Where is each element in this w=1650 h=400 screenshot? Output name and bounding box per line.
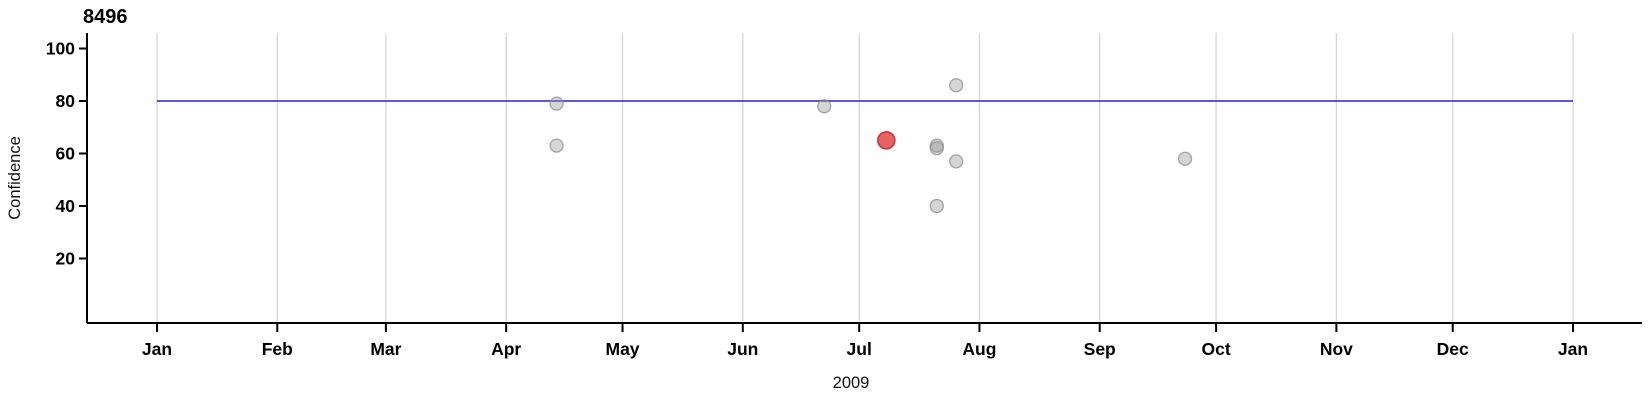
x-tick-label: Oct — [1201, 339, 1230, 359]
data-point — [549, 138, 564, 153]
x-tick-label: May — [606, 339, 640, 359]
data-point — [549, 96, 564, 111]
x-tick-label: Feb — [262, 339, 293, 359]
data-point — [949, 78, 964, 93]
data-point — [949, 154, 964, 169]
y-tick-label: 60 — [56, 144, 76, 164]
x-tick-label: Dec — [1437, 339, 1469, 359]
x-axis-ticks: Jan Feb Mar Apr May Jun Jul Aug Sep Oct Nov Dec Jan — [142, 323, 1588, 359]
y-axis-label: Confidence — [6, 136, 24, 219]
x-tick-label: Jul — [847, 339, 872, 359]
data-point — [929, 141, 944, 156]
x-tick-label: Apr — [491, 339, 521, 359]
x-tick-label: Mar — [370, 339, 401, 359]
y-tick-label: 40 — [56, 196, 76, 216]
x-tick-label: Jan — [142, 339, 172, 359]
month-gridlines — [156, 33, 1574, 323]
x-tick-label: Nov — [1320, 339, 1353, 359]
axes — [86, 33, 1642, 324]
data-point — [1177, 151, 1193, 166]
data-point — [817, 99, 832, 114]
x-tick-label: Jan — [1558, 339, 1588, 359]
highlighted-data-point — [877, 131, 896, 150]
y-axis-ticks: 20 40 60 80 100 — [46, 39, 87, 269]
y-tick-label: 80 — [56, 91, 76, 111]
y-tick-label: 100 — [46, 39, 75, 59]
y-tick-label: 20 — [56, 249, 76, 269]
chart-title: 8496 — [83, 6, 128, 28]
x-tick-label: Aug — [962, 339, 996, 359]
data-points — [549, 78, 1193, 214]
data-point — [929, 198, 944, 214]
x-tick-label: Sep — [1084, 339, 1116, 359]
x-tick-label: Jun — [727, 339, 758, 359]
x-axis-label: 2009 — [833, 374, 870, 392]
